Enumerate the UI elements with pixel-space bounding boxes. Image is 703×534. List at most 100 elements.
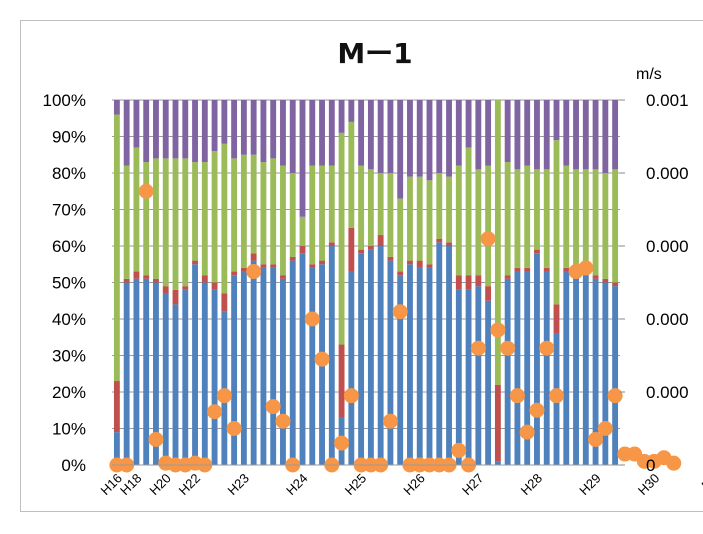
bar-segment-blue [582,275,589,465]
bar-segment-red [250,253,257,261]
bar-segment-red [475,275,482,287]
bar-segment-red [426,264,433,268]
bar-segment-blue [328,246,335,465]
bar-segment-purple [270,100,277,159]
bar-segment-blue [162,293,169,465]
x-tick-label: H26 [400,471,427,498]
bar-segment-purple [250,100,257,155]
bar-segment-purple [289,100,296,173]
bar-segment-green [436,173,443,239]
bar-segment-blue [123,282,130,465]
bar-segment-green [524,165,531,268]
bar-segment-red [289,256,296,261]
bar-segment-red [143,275,150,279]
bar-segment-green [553,140,560,305]
bar-segment-purple [592,100,599,170]
bar-segment-red [553,304,560,334]
bar-segment-green [504,162,511,276]
bar-segment-red [524,267,531,272]
y2-tick-label: 0.000 [646,310,689,329]
bar-segment-red [260,264,267,268]
y-tick-label: 70% [52,201,86,220]
bar-segment-green [250,154,257,254]
dot-point [275,413,291,429]
bar-segment-blue [182,289,189,465]
x-tick-label: H24 [283,471,310,498]
bar-segment-green [309,165,316,265]
bar-segment-purple [221,100,228,144]
bar-segment-red [416,260,423,268]
bar-segment-green [319,165,325,261]
bar-segment-red [153,278,159,283]
y-tick-label: 30% [52,347,86,366]
bar-segment-blue [504,278,511,465]
bar-segment-purple [446,100,452,177]
bar-segment-purple [475,100,482,170]
y2-tick-label: 0.000 [646,383,689,402]
bar-segment-purple [426,100,433,181]
bar-segment-green [494,100,501,385]
bar-segment-green [221,143,228,294]
dot-point [148,431,164,447]
bar-segment-purple [240,100,247,155]
bar-segment-purple [231,100,238,159]
bar-segment-green [211,151,218,283]
bar-segment-purple [143,100,150,163]
bar-segment-purple [553,100,560,141]
bar-segment-green [201,162,208,276]
bar-segment-purple [387,100,394,173]
bar-segment-blue [260,267,267,465]
dot-point [549,388,564,404]
y2-tick-label: 0.000 [646,237,689,256]
bar-segment-red [192,260,198,265]
bar-segment-blue [465,289,472,465]
bar-segment-green [573,169,579,268]
bar-segment-green [367,169,374,246]
bar-segment-blue [612,286,619,465]
dot-point [597,421,613,436]
bar-segment-purple [211,100,218,152]
bar-segment-blue [416,267,423,465]
bar-segment-green [485,165,492,287]
bar-segment-red [485,286,492,301]
bar-segment-red [328,242,335,246]
bar-segment-blue [172,304,179,465]
y-tick-label: 50% [52,274,86,293]
bar-segment-purple [182,100,189,159]
bar-segment-red [407,260,413,265]
bar-segment-red [377,235,384,246]
bar-segment-purple [113,100,120,115]
bar-segment-purple [612,100,619,170]
bar-segment-blue [348,271,355,465]
bar-segment-purple [407,100,413,177]
dot-point [666,455,682,471]
bar-segment-green [426,180,433,265]
bar-segment-purple [153,100,159,159]
bar-segment-red [465,275,472,290]
dot-point [500,340,516,356]
bar-segment-red [612,282,619,287]
bar-segment-purple [455,100,462,166]
bar-segment-purple [260,100,267,163]
dot-point [343,388,359,404]
bar-segment-red [504,275,511,279]
bar-segment-red [397,271,404,276]
bar-segment-red [387,256,394,261]
dot-point [578,260,594,276]
bar-segment-green [534,169,540,250]
bar-segment-red [319,260,325,265]
bar-segment-blue [358,253,365,465]
y-tick-label: 20% [52,383,86,402]
bar-segment-purple [465,100,472,148]
bar-segment-blue [289,260,296,465]
dot-point [382,413,398,429]
bar-segment-green [240,154,247,268]
bar-segment-red [201,275,208,283]
bar-segment-green [397,198,404,272]
bar-segment-red [162,286,169,294]
bar-segment-purple [348,100,355,122]
bar-segment-red [240,267,247,272]
dot-point [607,388,623,404]
bar-segment-blue [436,242,443,465]
bar-segment-red [446,242,452,246]
